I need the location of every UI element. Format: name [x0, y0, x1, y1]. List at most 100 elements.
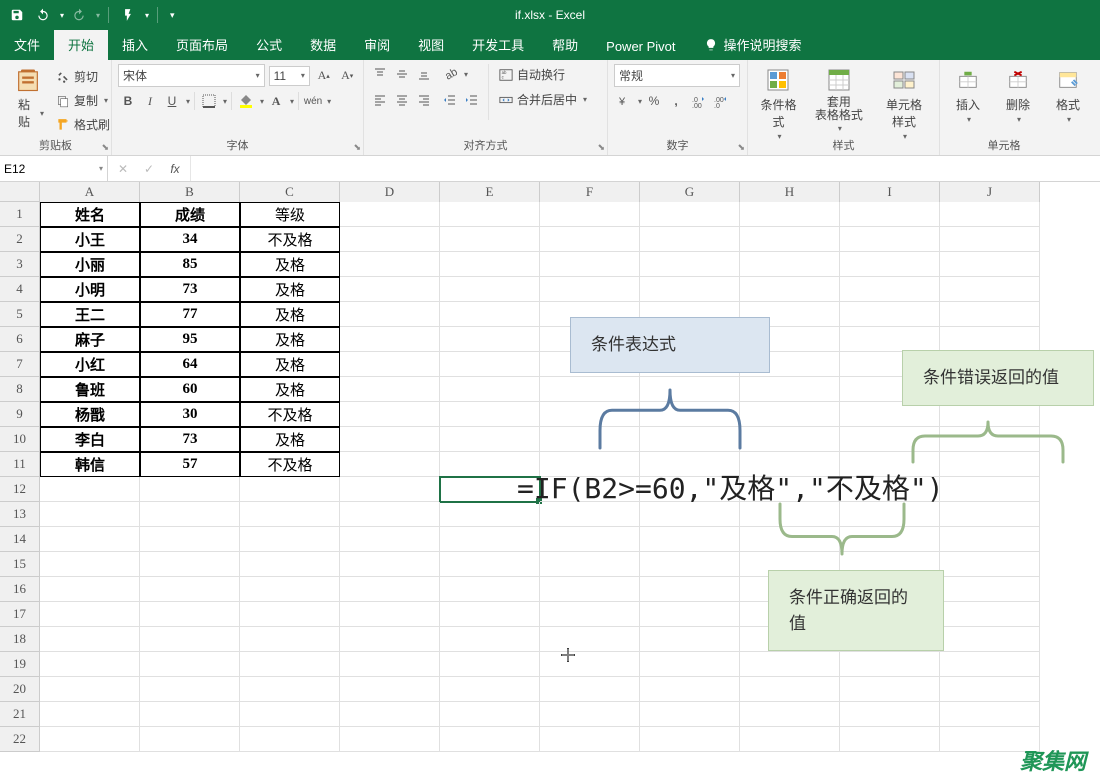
border-button[interactable] [199, 91, 219, 111]
tab-Power Pivot[interactable]: Power Pivot [592, 33, 689, 60]
cell-I21[interactable] [840, 702, 940, 727]
cell-D18[interactable] [340, 627, 440, 652]
cell-A13[interactable] [40, 502, 140, 527]
italic-button[interactable]: I [140, 91, 160, 111]
cell-G22[interactable] [640, 727, 740, 752]
cell-F4[interactable] [540, 277, 640, 302]
cell-J19[interactable] [940, 652, 1040, 677]
cell-F16[interactable] [540, 577, 640, 602]
cell-B11[interactable]: 57 [140, 452, 240, 477]
cell-F20[interactable] [540, 677, 640, 702]
name-box[interactable]: E12 ▾ [0, 156, 108, 181]
row-header-18[interactable]: 18 [0, 627, 39, 652]
cell-D6[interactable] [340, 327, 440, 352]
cell-C22[interactable] [240, 727, 340, 752]
cell-B10[interactable]: 73 [140, 427, 240, 452]
cell-styles-button[interactable]: 单元格样式 ▾ [875, 64, 933, 143]
row-header-21[interactable]: 21 [0, 702, 39, 727]
bold-button[interactable]: B [118, 91, 138, 111]
cell-F15[interactable] [540, 552, 640, 577]
cell-F21[interactable] [540, 702, 640, 727]
cell-G17[interactable] [640, 602, 740, 627]
cell-C12[interactable] [240, 477, 340, 502]
enter-formula-icon[interactable]: ✓ [140, 160, 158, 178]
cell-D22[interactable] [340, 727, 440, 752]
row-header-15[interactable]: 15 [0, 552, 39, 577]
cell-C9[interactable]: 不及格 [240, 402, 340, 427]
cell-J21[interactable] [940, 702, 1040, 727]
row-header-10[interactable]: 10 [0, 427, 39, 452]
row-header-7[interactable]: 7 [0, 352, 39, 377]
cell-E1[interactable] [440, 202, 540, 227]
tell-me-search[interactable]: 操作说明搜索 [690, 29, 816, 60]
cell-E20[interactable] [440, 677, 540, 702]
cell-D9[interactable] [340, 402, 440, 427]
cell-D10[interactable] [340, 427, 440, 452]
cell-B14[interactable] [140, 527, 240, 552]
cell-G20[interactable] [640, 677, 740, 702]
tab-文件[interactable]: 文件 [0, 29, 54, 60]
column-header-I[interactable]: I [840, 182, 940, 202]
cell-C14[interactable] [240, 527, 340, 552]
cell-C2[interactable]: 不及格 [240, 227, 340, 252]
cell-D16[interactable] [340, 577, 440, 602]
cell-D12[interactable] [340, 477, 440, 502]
column-header-E[interactable]: E [440, 182, 540, 202]
cell-A22[interactable] [40, 727, 140, 752]
accounting-format-icon[interactable]: ¥ [614, 91, 634, 111]
cell-A5[interactable]: 王二 [40, 302, 140, 327]
orientation-icon[interactable]: ab [440, 64, 460, 84]
cell-C20[interactable] [240, 677, 340, 702]
column-header-H[interactable]: H [740, 182, 840, 202]
cell-E21[interactable] [440, 702, 540, 727]
cell-G16[interactable] [640, 577, 740, 602]
cell-C4[interactable]: 及格 [240, 277, 340, 302]
copy-button[interactable]: 复制▾ [52, 90, 114, 111]
cell-D11[interactable] [340, 452, 440, 477]
cell-B22[interactable] [140, 727, 240, 752]
cell-A18[interactable] [40, 627, 140, 652]
row-header-14[interactable]: 14 [0, 527, 39, 552]
format-painter-button[interactable]: 格式刷 [52, 114, 114, 135]
tab-插入[interactable]: 插入 [108, 29, 162, 60]
row-header-11[interactable]: 11 [0, 452, 39, 477]
cell-E15[interactable] [440, 552, 540, 577]
select-all-corner[interactable] [0, 182, 40, 202]
cell-D17[interactable] [340, 602, 440, 627]
cell-B5[interactable]: 77 [140, 302, 240, 327]
cell-J15[interactable] [940, 552, 1040, 577]
cell-F14[interactable] [540, 527, 640, 552]
insert-function-icon[interactable]: fx [166, 160, 184, 178]
cell-C21[interactable] [240, 702, 340, 727]
cell-B13[interactable] [140, 502, 240, 527]
insert-cells-button[interactable]: 插入 ▾ [946, 64, 990, 126]
cell-C18[interactable] [240, 627, 340, 652]
column-header-G[interactable]: G [640, 182, 740, 202]
tab-帮助[interactable]: 帮助 [538, 29, 592, 60]
cell-D1[interactable] [340, 202, 440, 227]
cell-H9[interactable] [740, 402, 840, 427]
cell-B18[interactable] [140, 627, 240, 652]
cell-A1[interactable]: 姓名 [40, 202, 140, 227]
cell-B21[interactable] [140, 702, 240, 727]
cell-J14[interactable] [940, 527, 1040, 552]
cell-B3[interactable]: 85 [140, 252, 240, 277]
cell-G2[interactable] [640, 227, 740, 252]
cell-B15[interactable] [140, 552, 240, 577]
column-header-C[interactable]: C [240, 182, 340, 202]
phonetic-button[interactable]: wén [303, 91, 323, 111]
cut-button[interactable]: 剪切 [52, 66, 114, 87]
cell-H19[interactable] [740, 652, 840, 677]
cell-G4[interactable] [640, 277, 740, 302]
column-header-B[interactable]: B [140, 182, 240, 202]
cell-E7[interactable] [440, 352, 540, 377]
row-header-19[interactable]: 19 [0, 652, 39, 677]
number-format-select[interactable]: 常规▾ [614, 64, 740, 87]
cell-C5[interactable]: 及格 [240, 302, 340, 327]
cell-H1[interactable] [740, 202, 840, 227]
tab-开始[interactable]: 开始 [54, 29, 108, 60]
cell-D7[interactable] [340, 352, 440, 377]
merge-center-button[interactable]: 合并后居中▾ [495, 89, 591, 110]
cell-A19[interactable] [40, 652, 140, 677]
cell-J12[interactable] [940, 477, 1040, 502]
